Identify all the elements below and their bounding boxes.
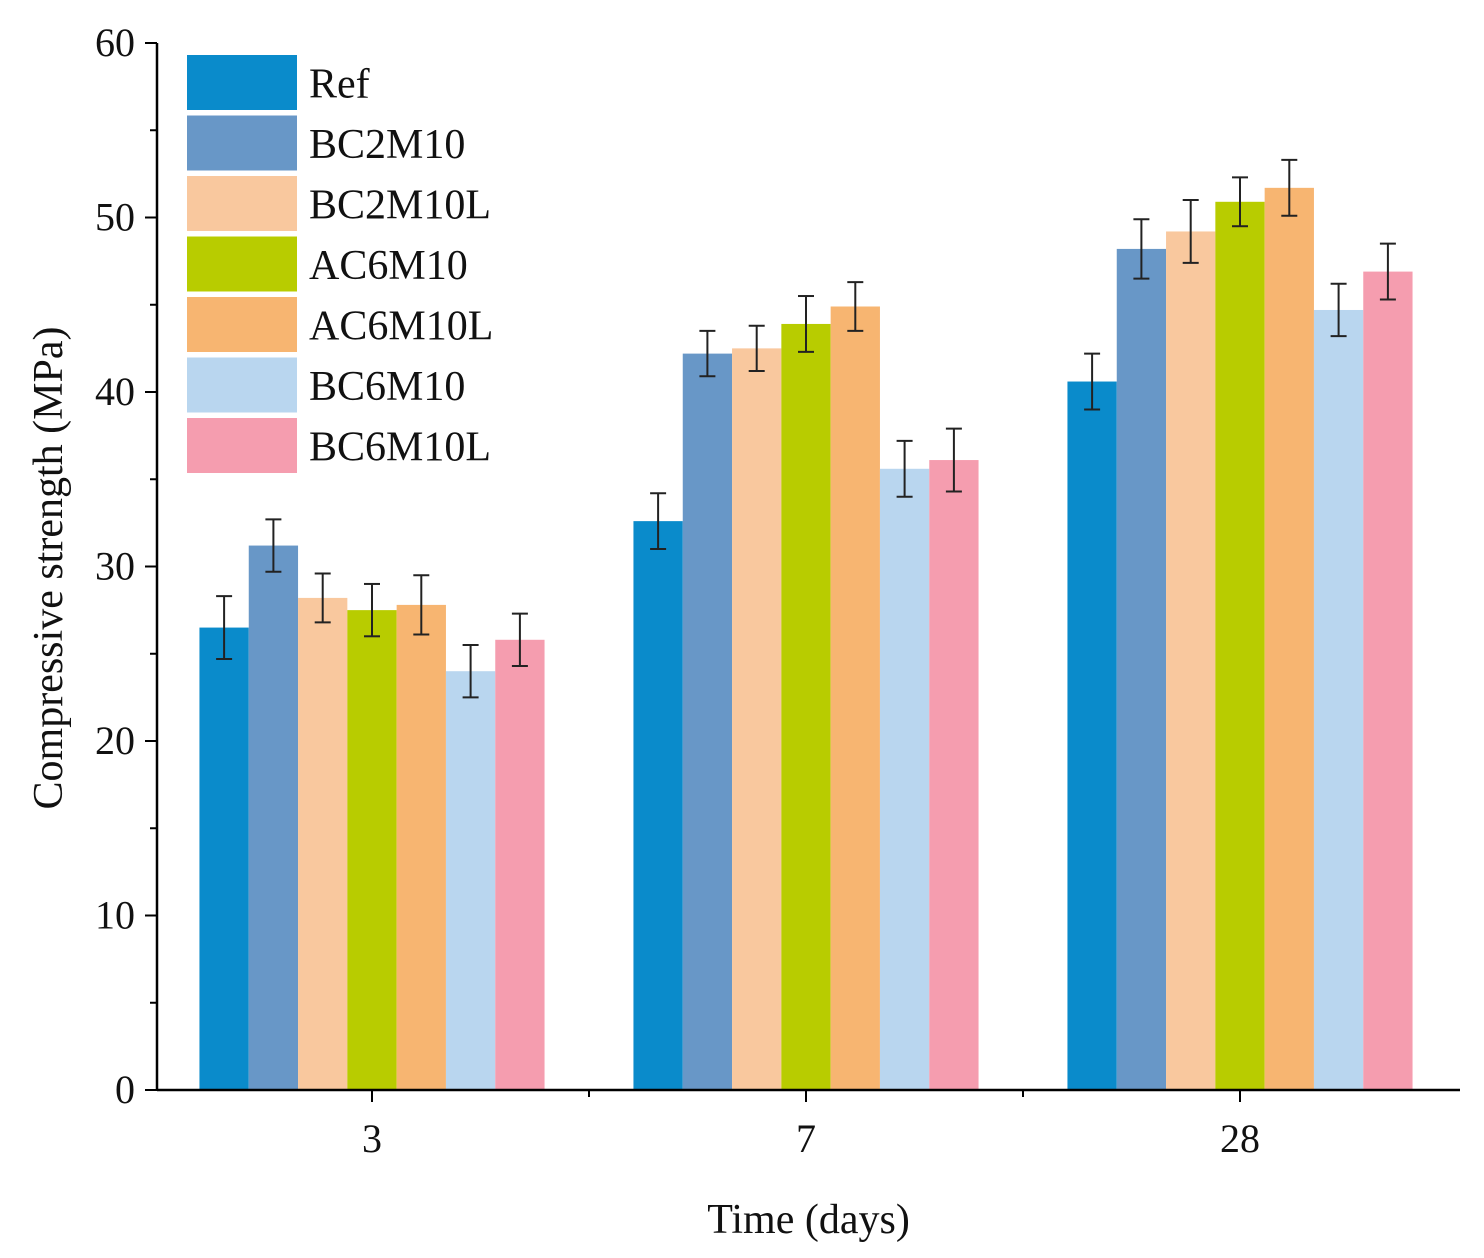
legend-label: AC6M10 bbox=[309, 243, 468, 289]
y-tick-label: 20 bbox=[95, 718, 135, 763]
legend-swatch bbox=[187, 236, 297, 292]
bar-bc6m10l-day-7 bbox=[929, 460, 979, 1090]
bar-ac6m10l-day-28 bbox=[1264, 187, 1314, 1090]
legend-swatch bbox=[187, 115, 297, 171]
bar-ac6m10-day-3 bbox=[347, 610, 397, 1090]
error-bar-ac6m10l-day-7 bbox=[847, 281, 864, 332]
y-tick-label: 10 bbox=[95, 893, 135, 938]
y-ticks: 0 10 20 30 40 50 60 bbox=[95, 20, 157, 1112]
error-bar-bc6m10l-day-7 bbox=[945, 427, 962, 493]
y-axis-title: Compressive strength (MPa) bbox=[26, 327, 72, 810]
y-tick-label: 50 bbox=[95, 195, 135, 240]
error-bar-bc6m10-day-7 bbox=[896, 439, 913, 498]
error-bar-ac6m10-day-7 bbox=[798, 295, 814, 353]
legend-label: AC6M10L bbox=[309, 304, 493, 350]
error-bar-bc2m10l-day-28 bbox=[1182, 199, 1199, 264]
bar-ac6m10-day-28 bbox=[1215, 201, 1265, 1091]
legend-label: Ref bbox=[309, 62, 370, 108]
error-bar-ref-day-7 bbox=[650, 492, 667, 551]
legend-swatch bbox=[187, 55, 297, 110]
bar-bc6m10-day-28 bbox=[1313, 309, 1364, 1090]
legend-item-bc2m10: BC2M10 bbox=[187, 115, 465, 171]
legend-swatch bbox=[187, 418, 297, 473]
bar-bc2m10-day-3 bbox=[248, 545, 299, 1090]
error-bar-ref-day-3 bbox=[216, 595, 233, 660]
error-bar-bc2m10-day-7 bbox=[699, 329, 716, 378]
error-bar-bc2m10l-day-3 bbox=[314, 572, 331, 624]
bar-ac6m10l-day-7 bbox=[830, 306, 880, 1090]
legend-swatch bbox=[187, 297, 297, 352]
bar-ref-day-3 bbox=[199, 627, 249, 1090]
legend-item-ref: Ref bbox=[187, 55, 370, 110]
bar-bc2m10l-day-3 bbox=[298, 597, 348, 1090]
legend-item-bc6m10: BC6M10 bbox=[187, 357, 465, 413]
bar-bc2m10l-day-28 bbox=[1166, 231, 1216, 1090]
bar-bc6m10l-day-28 bbox=[1363, 271, 1413, 1091]
legend: Ref BC2M10 BC2M10L AC6M10 AC6M10L BC6M10 BC6M1… bbox=[187, 55, 493, 473]
bar-bc2m10-day-7 bbox=[682, 353, 733, 1090]
bar-bc6m10l-day-3 bbox=[495, 639, 545, 1090]
legend-label: BC6M10 bbox=[309, 364, 465, 410]
error-bars-layer bbox=[216, 158, 1396, 699]
error-bar-bc6m10l-day-28 bbox=[1379, 242, 1396, 301]
legend-label: BC6M10L bbox=[309, 425, 491, 471]
error-bar-ac6m10-day-28 bbox=[1232, 176, 1248, 228]
bar-bc2m10l-day-7 bbox=[732, 348, 782, 1090]
legend-item-bc6m10l: BC6M10L bbox=[187, 418, 491, 473]
y-tick-label: 60 bbox=[95, 20, 135, 65]
legend-label: BC2M10 bbox=[309, 122, 465, 168]
x-tick-label: 28 bbox=[1220, 1116, 1260, 1161]
error-bar-ac6m10l-day-28 bbox=[1281, 158, 1298, 217]
y-tick-label: 0 bbox=[115, 1067, 135, 1112]
error-bar-bc6m10-day-3 bbox=[462, 644, 479, 699]
bar-ac6m10-day-7 bbox=[781, 323, 831, 1090]
x-ticks: 3 7 28 bbox=[362, 1090, 1260, 1161]
error-bar-ac6m10l-day-3 bbox=[413, 574, 430, 636]
error-bar-bc6m10-day-28 bbox=[1330, 282, 1347, 338]
bars-layer bbox=[199, 187, 1413, 1091]
legend-label: BC2M10L bbox=[309, 183, 491, 229]
bar-bc2m10-day-28 bbox=[1116, 248, 1167, 1090]
x-axis-title: Time (days) bbox=[707, 1197, 910, 1243]
x-tick-label: 3 bbox=[362, 1116, 382, 1161]
bar-ref-day-28 bbox=[1067, 381, 1117, 1090]
bar-bc6m10-day-3 bbox=[445, 671, 496, 1090]
y-tick-label: 30 bbox=[95, 544, 135, 589]
error-bar-bc2m10-day-28 bbox=[1133, 218, 1150, 280]
error-bar-bc2m10l-day-7 bbox=[748, 324, 765, 373]
legend-swatch bbox=[187, 176, 297, 231]
x-tick-label: 7 bbox=[796, 1116, 816, 1161]
legend-item-ac6m10: AC6M10 bbox=[187, 236, 468, 292]
legend-item-bc2m10l: BC2M10L bbox=[187, 176, 491, 231]
error-bar-ref-day-28 bbox=[1084, 352, 1101, 411]
error-bar-ac6m10-day-3 bbox=[364, 582, 380, 638]
bar-bc6m10-day-7 bbox=[879, 468, 930, 1090]
legend-swatch bbox=[187, 357, 297, 413]
error-bar-bc6m10l-day-3 bbox=[511, 612, 528, 667]
legend-item-ac6m10l: AC6M10L bbox=[187, 297, 493, 352]
bar-ac6m10l-day-3 bbox=[396, 604, 446, 1090]
y-tick-label: 40 bbox=[95, 369, 135, 414]
error-bar-bc2m10-day-3 bbox=[265, 518, 282, 573]
bar-ref-day-7 bbox=[633, 521, 683, 1090]
